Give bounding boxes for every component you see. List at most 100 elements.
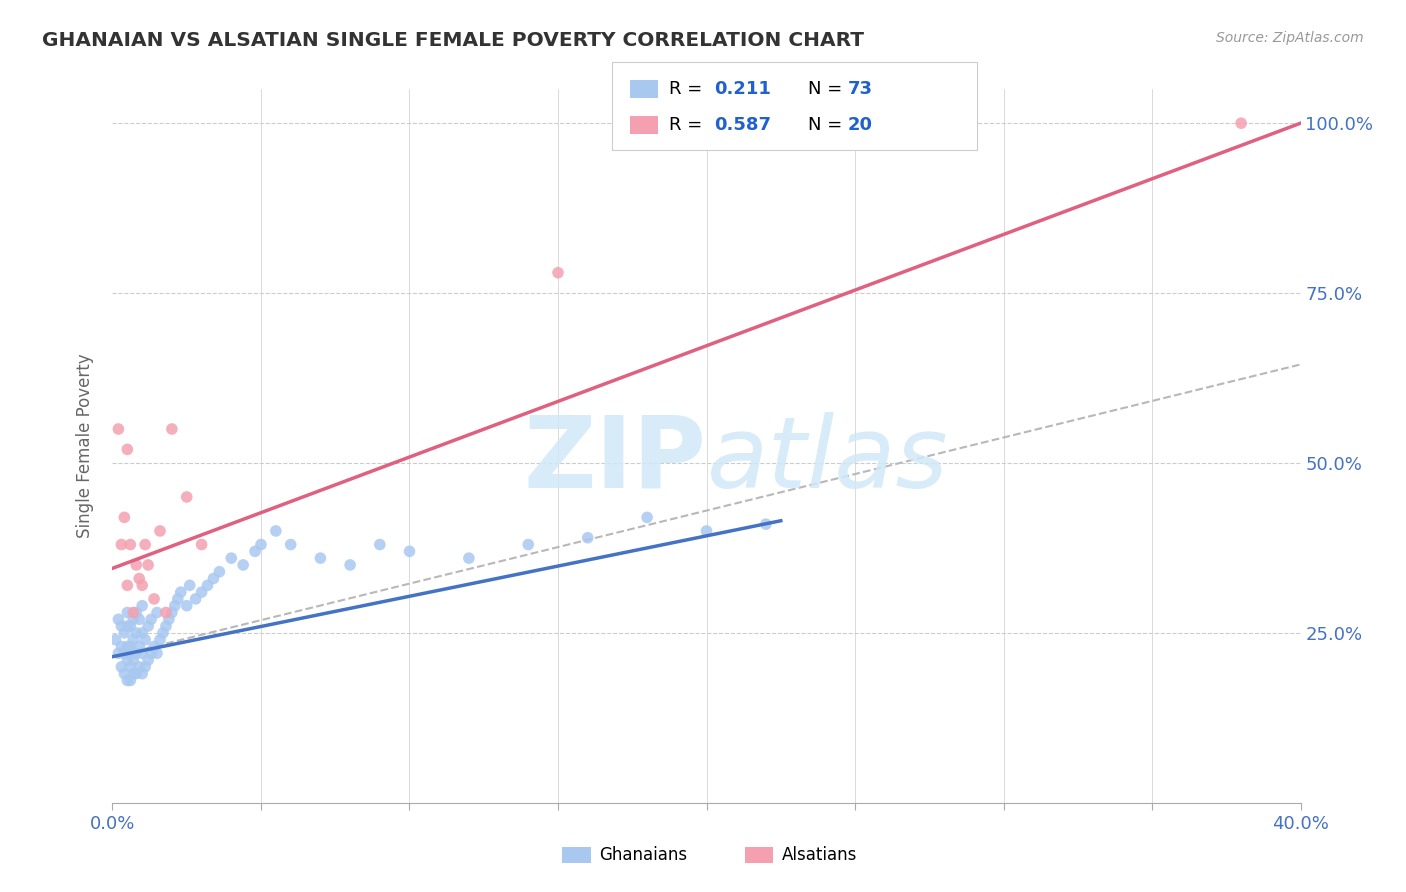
Point	[136, 558, 159, 572]
Point	[176, 490, 198, 504]
Point	[128, 572, 150, 586]
Point	[457, 551, 479, 566]
Point	[120, 537, 142, 551]
Point	[131, 599, 153, 613]
Point	[131, 626, 153, 640]
Point	[122, 666, 145, 681]
Point	[122, 606, 145, 620]
Point	[120, 640, 142, 654]
Point	[155, 619, 177, 633]
Point	[547, 266, 569, 280]
Point	[149, 524, 172, 538]
Point	[112, 646, 135, 660]
Point	[131, 646, 153, 660]
Y-axis label: Single Female Poverty: Single Female Poverty	[76, 354, 94, 538]
Point	[208, 565, 231, 579]
Text: 0.211: 0.211	[714, 80, 770, 98]
Text: N =: N =	[808, 80, 848, 98]
Point	[339, 558, 361, 572]
Point	[264, 524, 287, 538]
Point	[136, 653, 159, 667]
Point	[232, 558, 254, 572]
Point	[128, 660, 150, 674]
Point	[107, 612, 129, 626]
Text: Source: ZipAtlas.com: Source: ZipAtlas.com	[1216, 31, 1364, 45]
Point	[250, 537, 273, 551]
Point	[184, 591, 207, 606]
Point	[107, 422, 129, 436]
Point	[110, 660, 132, 674]
Point	[120, 619, 142, 633]
Point	[134, 660, 156, 674]
Text: GHANAIAN VS ALSATIAN SINGLE FEMALE POVERTY CORRELATION CHART: GHANAIAN VS ALSATIAN SINGLE FEMALE POVER…	[42, 31, 865, 50]
Point	[202, 572, 225, 586]
Point	[131, 666, 153, 681]
Point	[160, 606, 183, 620]
Point	[122, 632, 145, 647]
Point	[117, 640, 139, 654]
Point	[368, 537, 391, 551]
Text: 20: 20	[848, 116, 873, 134]
Point	[179, 578, 201, 592]
Point	[112, 626, 135, 640]
Point	[280, 537, 302, 551]
Point	[117, 673, 139, 688]
Point	[517, 537, 540, 551]
Point	[125, 626, 148, 640]
Point	[112, 510, 135, 524]
Point	[755, 517, 778, 532]
Point	[696, 524, 718, 538]
Point	[146, 606, 169, 620]
Point	[128, 612, 150, 626]
Point	[139, 612, 162, 626]
Point	[125, 666, 148, 681]
Point	[166, 591, 188, 606]
Point	[155, 606, 177, 620]
Point	[1230, 116, 1253, 130]
Point	[110, 619, 132, 633]
Point	[219, 551, 242, 566]
Point	[160, 422, 183, 436]
Point	[197, 578, 219, 592]
Point	[190, 585, 212, 599]
Point	[117, 578, 139, 592]
Point	[149, 632, 172, 647]
Point	[143, 591, 166, 606]
Text: N =: N =	[808, 116, 848, 134]
Point	[110, 640, 132, 654]
Point	[107, 646, 129, 660]
Point	[152, 626, 174, 640]
Point	[122, 612, 145, 626]
Point	[120, 673, 142, 688]
Point	[125, 606, 148, 620]
Point	[636, 510, 658, 524]
Text: R =: R =	[669, 80, 709, 98]
Point	[146, 646, 169, 660]
Point	[117, 606, 139, 620]
Text: Ghanaians: Ghanaians	[599, 847, 688, 864]
Point	[309, 551, 332, 566]
Point	[190, 537, 212, 551]
Text: 0.587: 0.587	[714, 116, 772, 134]
Point	[243, 544, 266, 558]
Point	[134, 632, 156, 647]
Point	[120, 660, 142, 674]
Point	[117, 619, 139, 633]
Point	[163, 599, 186, 613]
Point	[139, 646, 162, 660]
Point	[134, 537, 156, 551]
Point	[125, 646, 148, 660]
Point	[112, 666, 135, 681]
Point	[136, 619, 159, 633]
Point	[128, 640, 150, 654]
Point	[125, 558, 148, 572]
Text: ZIP: ZIP	[523, 412, 707, 508]
Point	[176, 599, 198, 613]
Point	[398, 544, 420, 558]
Text: R =: R =	[669, 116, 709, 134]
Point	[143, 640, 166, 654]
Point	[576, 531, 599, 545]
Text: 73: 73	[848, 80, 873, 98]
Point	[117, 653, 139, 667]
Point	[104, 632, 127, 647]
